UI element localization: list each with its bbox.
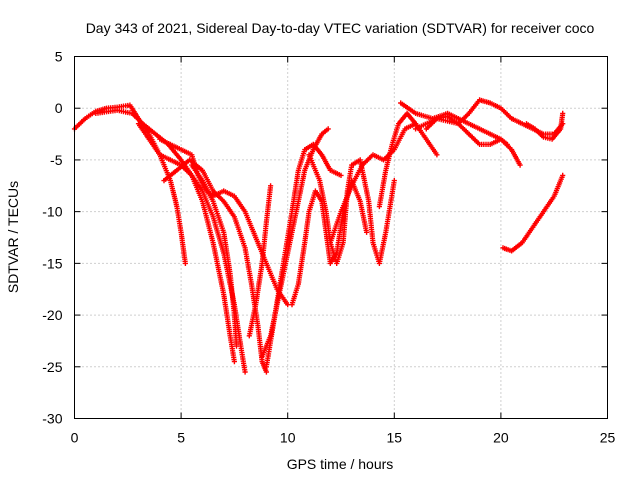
y-axis-label: SDTVAR / TECUs xyxy=(5,181,21,293)
y-tick-label: 0 xyxy=(55,100,63,116)
series-track-11 xyxy=(306,152,397,266)
series-track-16 xyxy=(423,113,510,147)
plot-frame xyxy=(74,56,608,419)
series-track-6 xyxy=(189,162,240,349)
data-series xyxy=(71,97,566,375)
series-markers xyxy=(259,126,331,359)
series-markers xyxy=(523,110,566,142)
y-tick-label: -5 xyxy=(50,152,63,168)
series-track-8 xyxy=(259,126,331,359)
series-track-18 xyxy=(500,172,566,254)
y-tick-label: -25 xyxy=(42,359,62,375)
series-markers xyxy=(71,102,188,266)
series-track-17 xyxy=(523,110,566,142)
series-markers xyxy=(327,121,419,246)
chart-title: Day 343 of 2021, Sidereal Day-to-day VTE… xyxy=(86,20,595,36)
x-tick-label: 0 xyxy=(71,430,79,446)
x-tick-label: 15 xyxy=(387,430,403,446)
axis-ticks: 0 5 10 15 20 25 5 0 -5 -10 -15 -20 -25 -30 xyxy=(42,49,615,446)
series-track-9 xyxy=(263,141,344,370)
y-tick-label: -30 xyxy=(42,411,62,427)
series-markers xyxy=(306,152,397,266)
y-tick-label: -15 xyxy=(42,255,62,271)
series-track-2 xyxy=(93,107,237,365)
x-tick-label: 5 xyxy=(177,430,185,446)
series-track-1 xyxy=(71,102,188,266)
x-tick-label: 25 xyxy=(600,430,616,446)
x-axis-label: GPS time / hours xyxy=(287,456,394,472)
series-track-12 xyxy=(327,121,419,246)
series-markers xyxy=(500,172,566,254)
y-tick-label: -10 xyxy=(42,204,62,220)
series-markers xyxy=(189,162,240,349)
series-markers xyxy=(93,107,237,365)
series-track-7 xyxy=(246,183,274,339)
x-tick-label: 20 xyxy=(493,430,509,446)
x-tick-label: 10 xyxy=(280,430,296,446)
y-tick-label: 5 xyxy=(55,49,63,65)
series-track-4 xyxy=(161,157,269,375)
series-markers xyxy=(423,113,510,147)
series-markers xyxy=(161,157,269,375)
y-tick-label: -20 xyxy=(42,307,62,323)
series-markers xyxy=(263,141,344,370)
series-markers xyxy=(246,183,274,339)
